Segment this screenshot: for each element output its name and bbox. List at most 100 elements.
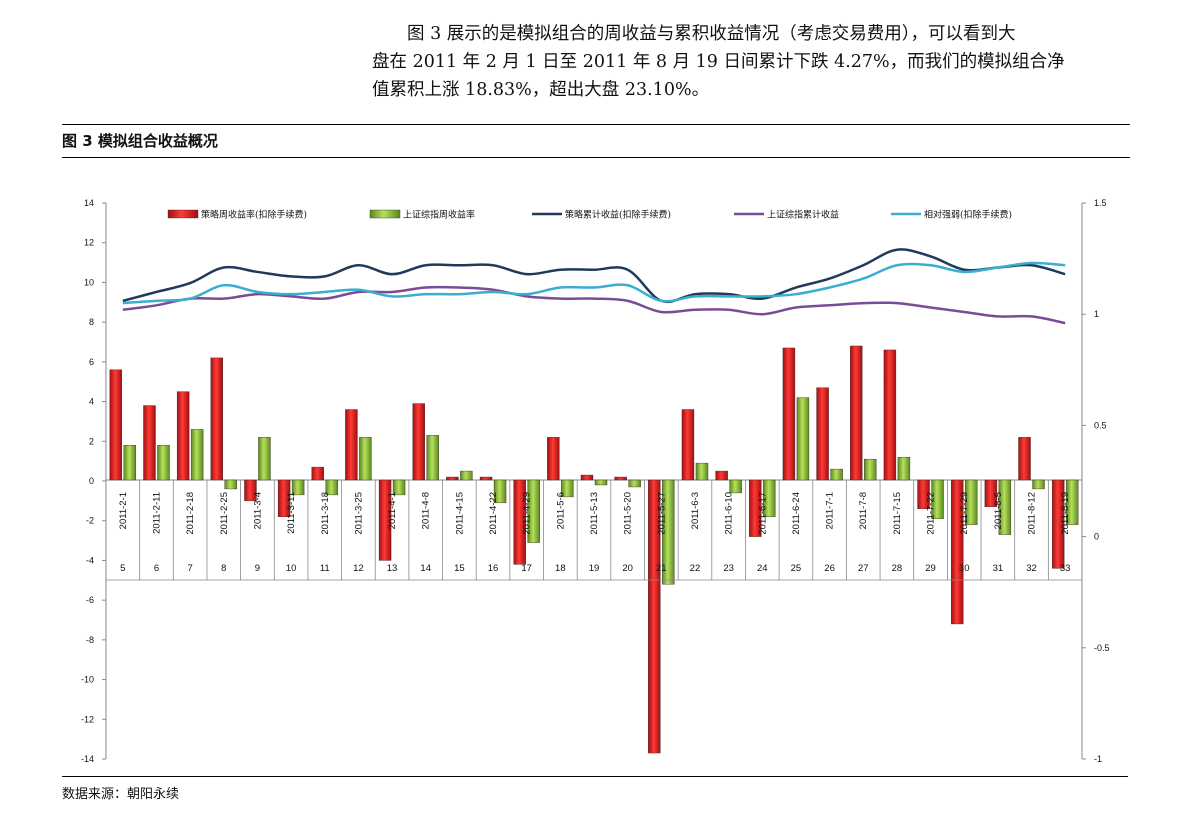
index-cumulative-line [122, 285, 1066, 325]
y-tick-label-left: -2 [86, 516, 94, 526]
week-number-label: 32 [1026, 563, 1037, 574]
week-number-label: 33 [1060, 563, 1071, 574]
chart-legend: 策略周收益率(扣除手续费) 上证综指周收益率 策略累计收益(扣除手续费) 上证综指累计… [167, 209, 1012, 221]
week-number-label: 27 [858, 563, 869, 574]
x-tick-label: 2011-3-4 [252, 492, 263, 529]
strategy-weekly-bar [749, 479, 762, 537]
index-weekly-bar [594, 479, 608, 486]
index-weekly-bar [224, 479, 237, 490]
week-number-label: 10 [286, 563, 297, 574]
x-tick-label: 2011-6-3 [690, 492, 701, 529]
week-number-label: 11 [320, 563, 330, 574]
y-tick-label-left: -4 [86, 555, 94, 565]
y-tick-label-left: 0 [89, 476, 94, 486]
strategy-weekly-bar [176, 391, 190, 481]
y-tick-label-right: 0 [1094, 532, 1099, 542]
x-tick-label: 2011-5-20 [623, 492, 634, 535]
strategy-weekly-bar [984, 479, 998, 508]
week-number-label: 18 [555, 563, 566, 574]
strategy-weekly-bar [816, 387, 829, 481]
legend-label: 策略累计收益(扣除手续费) [565, 209, 671, 221]
legend-label: 相对强弱(扣除手续费) [924, 209, 1012, 221]
strategy-weekly-bar [917, 479, 930, 509]
y-tick-label-left: -10 [81, 675, 94, 685]
x-tick-label: 2011-7-15 [892, 492, 903, 535]
legend-label: 策略周收益率(扣除手续费) [201, 209, 307, 221]
x-tick-label: 2011-4-15 [454, 492, 465, 535]
week-number-label: 21 [656, 563, 667, 574]
data-source-note: 数据来源：朝阳永续 [62, 776, 1128, 802]
strategy-weekly-bar [648, 479, 661, 754]
intro-line-3: 值累积上涨 18.83%，超出大盘 23.10%。 [372, 80, 710, 100]
x-tick-label: 2011-2-25 [219, 492, 230, 535]
week-number-label: 14 [420, 563, 431, 574]
x-tick-label: 2011-4-1 [387, 492, 398, 529]
index-weekly-bar [190, 429, 204, 481]
y-tick-label-right: 1 [1094, 309, 1099, 319]
strategy-weekly-bar [782, 347, 796, 481]
week-number-label: 7 [187, 563, 192, 574]
x-tick-label: 2011-4-8 [421, 492, 432, 529]
y-tick-label-right: -0.5 [1094, 643, 1110, 653]
index-weekly-bar [695, 462, 709, 481]
strategy-cumulative-line [122, 248, 1066, 304]
index-weekly-bar [998, 479, 1012, 535]
strategy-weekly-bar [1051, 479, 1065, 569]
week-number-label: 5 [120, 563, 125, 574]
legend-swatch [167, 209, 199, 219]
intro-line-1: 图 3 展示的是模拟组合的周收益与累积收益情况（考虑交易费用），可以看到大 [407, 24, 1016, 44]
x-tick-label: 2011-2-1 [118, 492, 129, 529]
y-tick-label-left: 4 [89, 397, 94, 407]
week-number-label: 19 [589, 563, 600, 574]
chart-lines [122, 248, 1066, 325]
intro-paragraph: 图 3 展示的是模拟组合的周收益与累积收益情况（考虑交易费用），可以看到大 盘在… [372, 20, 1132, 104]
index-weekly-bar [392, 479, 406, 496]
x-tick-label: 2011-8-5 [993, 492, 1004, 529]
index-weekly-bar [864, 458, 877, 481]
strategy-weekly-bar [513, 479, 526, 565]
strategy-weekly-bar [210, 357, 223, 481]
y-tick-label-left: -12 [81, 714, 94, 724]
index-weekly-bar [426, 435, 439, 481]
index-weekly-bar [662, 479, 675, 585]
y-tick-label-left: -14 [81, 754, 94, 764]
week-number-label: 12 [353, 563, 364, 574]
strategy-weekly-bar [883, 349, 897, 481]
x-tick-label: 2011-2-11 [151, 492, 162, 534]
strategy-weekly-bar [345, 409, 358, 481]
figure-title: 图 3 模拟组合收益概况 [62, 124, 1130, 158]
index-weekly-bar [1032, 479, 1045, 490]
legend-label: 上证综指周收益率 [403, 209, 475, 221]
index-weekly-bar [830, 468, 843, 481]
week-number-label: 25 [791, 563, 802, 574]
index-weekly-bar [1065, 479, 1079, 525]
strategy-weekly-bar [951, 479, 964, 625]
index-weekly-bar [763, 479, 776, 517]
strategy-weekly-bar [143, 405, 156, 481]
x-tick-label: 2011-5-13 [589, 492, 600, 535]
index-weekly-bar [359, 437, 372, 481]
index-weekly-bar [965, 479, 978, 525]
x-tick-label: 2011-5-6 [555, 492, 566, 529]
week-number-label: 28 [892, 563, 903, 574]
strategy-weekly-bar [715, 470, 728, 481]
relative-strength-line [122, 261, 1066, 305]
week-number-label: 16 [488, 563, 499, 574]
week-number-label: 13 [387, 563, 398, 574]
x-tick-label: 2011-7-22 [926, 492, 937, 535]
x-tick-label: 2011-8-19 [1060, 492, 1071, 535]
strategy-weekly-bar [277, 479, 291, 517]
week-number-label: 30 [959, 563, 970, 574]
y-tick-label-left: 14 [84, 198, 94, 208]
y-tick-label-right: -1 [1094, 754, 1102, 764]
week-number-label: 9 [255, 563, 260, 574]
strategy-weekly-bar [614, 476, 627, 481]
index-weekly-bar [123, 445, 137, 481]
week-number-label: 6 [154, 563, 159, 574]
x-tick-label: 2011-7-1 [825, 492, 836, 529]
index-weekly-bar [325, 479, 338, 496]
y-tick-label-left: -8 [86, 635, 94, 645]
strategy-weekly-bar [244, 479, 257, 502]
x-tick-label: 2011-5-27 [656, 492, 667, 535]
